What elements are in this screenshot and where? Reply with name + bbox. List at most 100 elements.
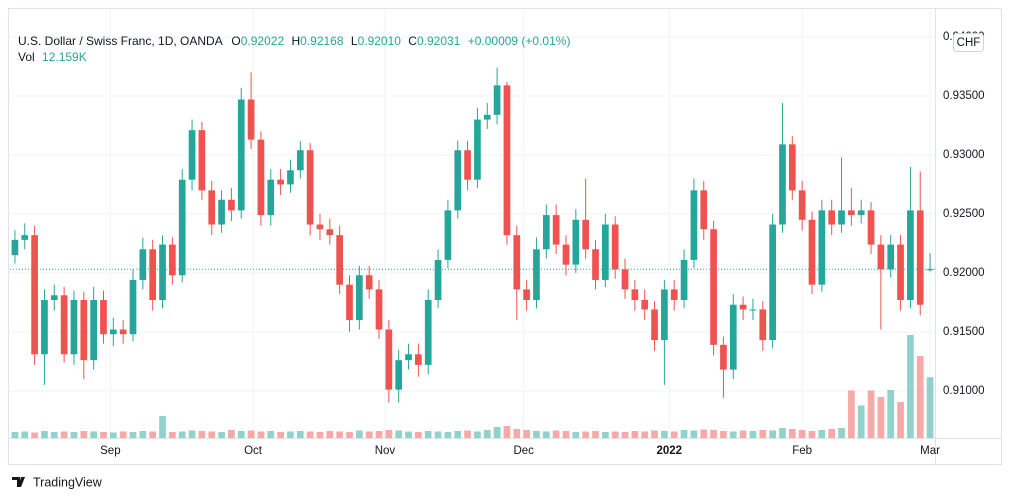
candle-body — [661, 289, 668, 341]
candle-body — [415, 354, 422, 365]
candle-body — [513, 235, 521, 290]
candle-body — [818, 210, 826, 285]
volume-bar — [513, 429, 521, 438]
candle-body — [169, 244, 176, 276]
volume-bar — [346, 432, 353, 438]
volume-bar — [424, 431, 432, 438]
volume-bar — [867, 390, 875, 438]
candle-body — [129, 279, 137, 335]
candle-body — [631, 289, 639, 301]
candle-body — [277, 179, 284, 185]
grid — [9, 9, 935, 438]
volume-bar — [129, 432, 137, 438]
volume-bar — [661, 431, 668, 438]
brand-logo: TradingView — [12, 475, 103, 489]
volume-bar — [355, 430, 363, 438]
volume-bar — [395, 430, 403, 438]
candle-body — [237, 99, 245, 211]
candle-body — [365, 275, 373, 290]
volume-bar — [188, 430, 196, 438]
candle-body — [405, 354, 412, 361]
candle-body — [80, 300, 88, 361]
volume-bar — [228, 430, 235, 438]
candle-body — [611, 224, 619, 270]
volume-bar — [680, 430, 688, 438]
y-tick-label: 0.93500 — [943, 90, 985, 102]
x-tick-label: Nov — [375, 445, 396, 457]
volume-bar — [316, 432, 324, 438]
candle-body — [779, 144, 786, 225]
candle-body — [572, 219, 580, 265]
candle-body — [139, 249, 147, 280]
candle-body — [444, 210, 452, 260]
candle-body — [700, 190, 708, 230]
volume-bar — [533, 431, 540, 438]
candle-body — [680, 259, 688, 301]
candle-body — [454, 150, 462, 211]
symbol-title: U.S. Dollar / Swiss Franc, 1D, OANDA — [18, 34, 223, 48]
candle-body — [326, 229, 334, 236]
volume-bar — [897, 402, 904, 438]
candle-body — [916, 210, 924, 305]
volume-bar — [779, 428, 786, 438]
candle-body — [552, 215, 560, 245]
ohlc-value: 0.92168 — [300, 34, 344, 48]
volume-bar — [542, 431, 550, 438]
volume-bar — [178, 431, 186, 438]
volume-name: Vol — [18, 50, 35, 64]
ohlc-value: 0.92022 — [241, 34, 285, 48]
volume-bar — [621, 432, 629, 438]
candles — [10, 67, 935, 403]
change: +0.00009 (+0.01%) — [468, 34, 571, 48]
candle-body — [749, 309, 757, 311]
volume-bar — [434, 431, 442, 438]
volume-bar — [552, 430, 560, 438]
candle-body — [907, 210, 914, 301]
volume-bar — [247, 430, 255, 438]
ohlc-name: L — [351, 34, 358, 48]
volume-value: 12.159K — [42, 50, 87, 64]
volume-bar — [857, 405, 865, 438]
volume-bar — [818, 430, 826, 438]
volume-pane — [11, 335, 934, 438]
volume-bar — [808, 431, 816, 438]
ohlc-value: 0.92010 — [358, 34, 402, 48]
ohlc-name: C — [408, 34, 417, 48]
candle-body — [710, 229, 717, 345]
candle-body — [41, 300, 48, 355]
candle-body — [739, 304, 747, 310]
volume-bar — [474, 431, 481, 438]
volume-bar — [159, 416, 166, 438]
volume-bar — [592, 431, 599, 438]
x-tick-label: Dec — [513, 445, 534, 457]
volume-bar — [139, 431, 147, 438]
volume-bar — [582, 431, 590, 438]
candle-body — [385, 329, 393, 390]
volume-bar — [700, 429, 708, 438]
ohlc-value: 0.92031 — [417, 34, 461, 48]
volume-bar — [326, 431, 334, 438]
x-tick-label: Sep — [100, 445, 120, 457]
volume-bar — [109, 432, 117, 438]
candle-body — [336, 235, 343, 285]
volume-bar — [503, 426, 511, 438]
candle-body — [503, 85, 511, 236]
volume-bar — [208, 431, 216, 438]
currency-badge[interactable] — [953, 33, 984, 52]
currency-label[interactable]: CHF — [957, 37, 981, 49]
candle-body — [100, 300, 107, 335]
volume-bar — [60, 431, 68, 438]
volume-bar — [926, 377, 934, 438]
volume-bar — [119, 431, 127, 438]
candle-body — [198, 130, 206, 191]
volume-bar — [464, 430, 471, 438]
volume-bar — [198, 431, 206, 438]
volume-bar — [611, 431, 619, 438]
candle-body — [493, 85, 501, 115]
volume-bar — [739, 430, 747, 438]
candle-body — [257, 139, 265, 216]
volume-bar — [169, 432, 176, 438]
x-tick-label: Feb — [792, 445, 812, 457]
candle-body — [562, 244, 570, 265]
candle-body — [523, 289, 530, 301]
